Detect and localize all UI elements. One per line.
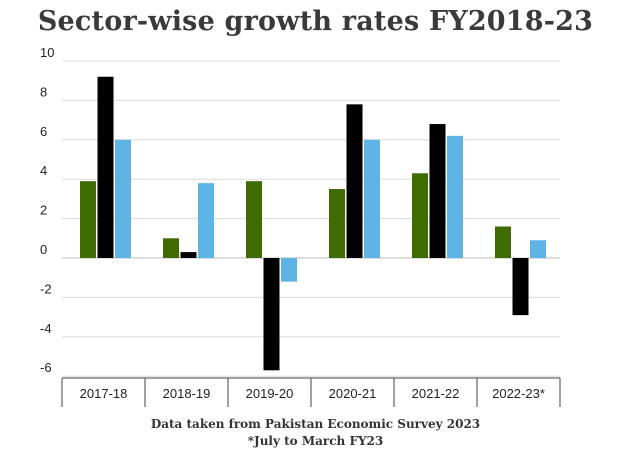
y-tick-label: -2 bbox=[40, 281, 52, 296]
y-axis-ticks: 10 8 6 4 2 0 -2 -4 -6 bbox=[40, 45, 54, 375]
bar-agriculture-2020-21 bbox=[329, 189, 345, 258]
bar-agriculture-2018-19 bbox=[163, 238, 179, 258]
bar-industry-2019-20 bbox=[263, 258, 280, 371]
x-tick-label: 2022-23* bbox=[492, 386, 545, 401]
x-tick-label: 2018-19 bbox=[163, 386, 211, 401]
chart-title: Sector-wise growth rates FY2018-23 bbox=[37, 6, 594, 37]
bar-agriculture-2017-18 bbox=[80, 181, 96, 258]
y-tick-label: 6 bbox=[40, 124, 47, 139]
bar-services-2018-19 bbox=[198, 183, 214, 258]
y-tick-label: -4 bbox=[40, 321, 52, 336]
bar-services-2019-20 bbox=[281, 258, 297, 282]
bar-agriculture-2022-23 bbox=[495, 226, 511, 258]
bar-industry-2022-23 bbox=[512, 258, 529, 316]
bar-services-2022-23 bbox=[530, 240, 546, 258]
y-tick-label: 2 bbox=[40, 203, 47, 218]
bar-services-2021-22 bbox=[447, 135, 463, 258]
source-note: Data taken from Pakistan Economic Survey… bbox=[150, 417, 481, 431]
y-tick-label: 8 bbox=[40, 84, 47, 99]
x-tick-label: 2020-21 bbox=[329, 386, 377, 401]
bar-agriculture-2019-20 bbox=[246, 181, 262, 258]
bar-services-2017-18 bbox=[115, 139, 131, 258]
bar-industry-2018-19 bbox=[180, 252, 197, 258]
x-tick-label: 2017-18 bbox=[80, 386, 128, 401]
bar-industry-2017-18 bbox=[97, 76, 114, 258]
y-tick-label: 4 bbox=[40, 163, 47, 178]
bar-industry-2021-22 bbox=[429, 124, 446, 258]
y-tick-label: 0 bbox=[40, 242, 47, 257]
bar-industry-2020-21 bbox=[346, 104, 363, 258]
gridlines bbox=[62, 60, 560, 377]
x-tick-label: 2021-22 bbox=[412, 386, 460, 401]
x-tick-label: 2019-20 bbox=[246, 386, 294, 401]
bar-services-2020-21 bbox=[364, 139, 380, 258]
y-tick-label: 10 bbox=[40, 45, 54, 60]
bars bbox=[80, 76, 546, 371]
x-axis: 2017-18 2018-19 2019-20 2020-21 2021-22 2022-… bbox=[61, 377, 561, 407]
bar-agriculture-2021-22 bbox=[412, 173, 428, 258]
footnote: *July to March FY23 bbox=[247, 434, 384, 448]
y-tick-label: -6 bbox=[40, 360, 52, 375]
